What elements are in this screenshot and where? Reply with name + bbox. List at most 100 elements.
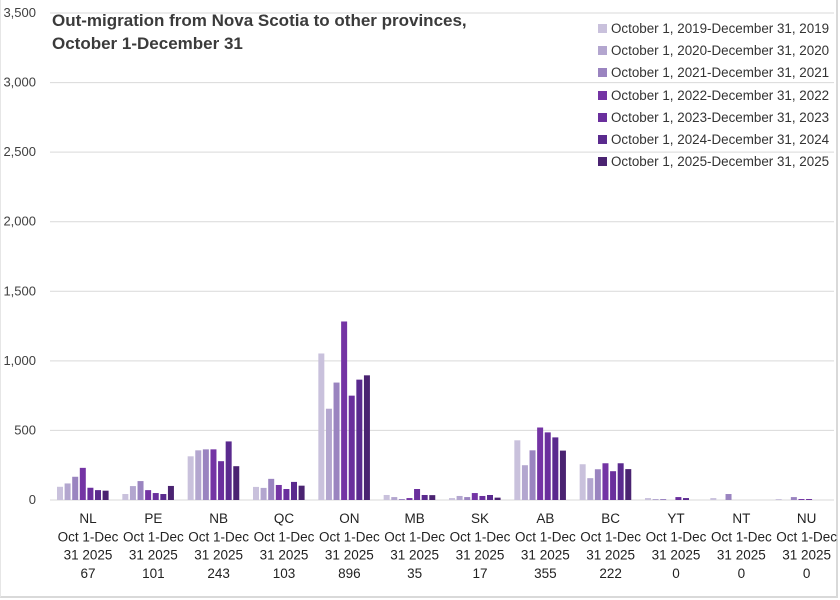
bar-nb-6: [233, 466, 240, 500]
bar-bc-2: [594, 469, 601, 500]
bar-bc-4: [610, 471, 617, 500]
x-tick-label-province: YT: [667, 511, 684, 526]
bar-qc-1: [260, 487, 267, 500]
x-tick-label-province: ON: [339, 511, 359, 526]
bar-mb-4: [414, 489, 421, 500]
bar-nu-0: [775, 499, 782, 500]
bar-yt-5: [683, 498, 689, 500]
bars: [57, 321, 813, 500]
legend-item: October 1, 2025-December 31, 2025: [598, 151, 829, 173]
bar-pe-2: [137, 481, 144, 500]
legend-label: October 1, 2021-December 31, 2021: [611, 65, 830, 81]
x-tick-label-value: 67: [80, 566, 95, 581]
bar-nl-5: [95, 490, 101, 500]
bar-mb-5: [421, 494, 428, 500]
bar-nu-3: [798, 499, 805, 500]
legend-swatch-icon: [598, 45, 607, 55]
x-tick-label-value: 103: [273, 566, 296, 581]
bar-nb-2: [202, 449, 209, 500]
legend: October 1, 2019-December 31, 2019 Octobe…: [598, 17, 829, 173]
bar-yt-0: [645, 498, 651, 500]
bar-nl-4: [87, 487, 94, 500]
legend-item: October 1, 2022-December 31, 2022: [598, 84, 829, 106]
y-tick-label: 2,000: [3, 214, 36, 229]
y-tick-label: 3,500: [3, 5, 36, 20]
x-tick-label-period-2: 31 2025: [260, 548, 309, 563]
bar-nl-3: [79, 467, 86, 500]
bar-sk-4: [479, 495, 486, 500]
chart-title-line-2: October 1-December 31: [52, 34, 243, 53]
x-tick-label-period-2: 31 2025: [129, 548, 178, 563]
bar-ab-2: [529, 450, 536, 500]
legend-label: October 1, 2020-December 31, 2020: [611, 42, 830, 58]
x-tick-label-value: 35: [407, 566, 422, 581]
x-tick-label-period-1: Oct 1-Dec: [384, 529, 445, 544]
x-axis-labels: NL Oct 1-Dec 31 2025 67 PE Oct 1-Dec 31 2025 10…: [58, 511, 838, 581]
bar-bc-6: [625, 469, 632, 500]
bar-nu-4: [806, 499, 813, 500]
bar-nl-6: [102, 490, 109, 500]
legend-swatch-icon: [598, 90, 607, 100]
x-tick-label-value: 0: [672, 566, 680, 581]
x-tick-label-period-2: 31 2025: [782, 548, 831, 563]
bar-ab-5: [552, 437, 559, 500]
x-tick-label-period-1: Oct 1-Dec: [58, 529, 119, 544]
legend-swatch-icon: [598, 112, 607, 122]
x-tick-label-province: NU: [797, 511, 817, 526]
x-tick-label-province: BC: [601, 511, 620, 526]
bar-qc-3: [275, 484, 282, 500]
bar-on-4: [348, 395, 355, 500]
legend-label: October 1, 2022-December 31, 2022: [611, 87, 830, 103]
bar-qc-2: [268, 478, 275, 500]
x-tick-label-period-2: 31 2025: [456, 548, 505, 563]
x-tick-label-period-1: Oct 1-Dec: [646, 529, 707, 544]
bar-nb-1: [195, 450, 202, 500]
bar-ab-0: [514, 440, 521, 500]
bar-mb-0: [383, 494, 390, 500]
x-tick-label-period-2: 31 2025: [390, 548, 439, 563]
y-tick-label: 1,000: [3, 353, 36, 368]
bar-nt-0: [710, 498, 717, 500]
bar-pe-1: [129, 486, 136, 500]
chart-title: Out-migration from Nova Scotia to other …: [52, 9, 467, 55]
bar-on-6: [363, 375, 370, 500]
bar-on-3: [341, 321, 348, 500]
x-tick-label-period-1: Oct 1-Dec: [580, 529, 641, 544]
bar-yt-4: [675, 497, 682, 500]
bar-ab-6: [559, 450, 566, 500]
bar-sk-6: [494, 497, 501, 500]
legend-item: October 1, 2021-December 31, 2021: [598, 62, 829, 84]
x-tick-label-period-1: Oct 1-Dec: [319, 529, 380, 544]
bar-nu-2: [790, 497, 797, 500]
x-tick-label-period-1: Oct 1-Dec: [450, 529, 511, 544]
bar-pe-4: [152, 493, 159, 500]
bar-bc-5: [617, 463, 624, 500]
x-tick-label-period-1: Oct 1-Dec: [188, 529, 249, 544]
legend-swatch-icon: [598, 68, 607, 78]
x-tick-label-value: 896: [338, 566, 361, 581]
x-tick-label-period-1: Oct 1-Dec: [711, 529, 772, 544]
legend-label: October 1, 2024-December 31, 2024: [611, 132, 830, 148]
legend-item: October 1, 2024-December 31, 2024: [598, 128, 829, 150]
legend-label: October 1, 2023-December 31, 2023: [611, 109, 830, 125]
x-tick-label-province: NB: [209, 511, 228, 526]
bar-nl-2: [72, 476, 79, 500]
bar-yt-2: [660, 499, 667, 500]
y-tick-label: 0: [29, 492, 36, 507]
x-tick-label-value: 0: [803, 566, 811, 581]
bar-pe-6: [167, 485, 174, 500]
bar-qc-6: [298, 485, 305, 500]
x-tick-label-period-2: 31 2025: [652, 548, 701, 563]
legend-swatch-icon: [598, 157, 607, 167]
x-tick-label-value: 17: [472, 566, 487, 581]
x-tick-label-period-2: 31 2025: [194, 548, 243, 563]
bar-on-2: [333, 382, 340, 500]
y-tick-label: 500: [14, 422, 36, 437]
x-tick-label-value: 222: [599, 566, 622, 581]
bar-mb-6: [429, 495, 436, 500]
bar-pe-5: [160, 494, 167, 500]
legend-label: October 1, 2025-December 31, 2025: [611, 154, 830, 170]
x-tick-label-period-1: Oct 1-Dec: [123, 529, 184, 544]
bar-sk-0: [449, 498, 455, 500]
